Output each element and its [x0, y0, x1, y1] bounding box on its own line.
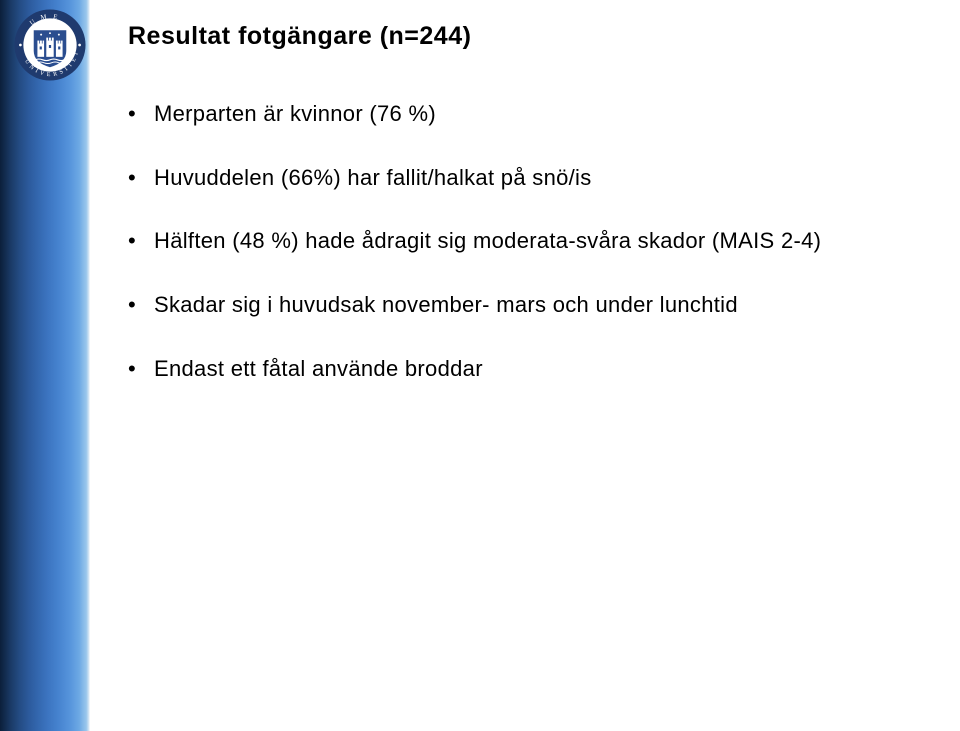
slide-title: Resultat fotgängare (n=244) [128, 22, 948, 51]
content-area: Resultat fotgängare (n=244) Merparten är… [128, 22, 948, 417]
bullet-item: Huvuddelen (66%) har fallit/halkat på sn… [128, 163, 948, 193]
bullet-item: Hälften (48 %) hade ådragit sig moderata… [128, 226, 948, 256]
bullet-item: Endast ett fåtal använde broddar [128, 354, 948, 384]
bullet-list: Merparten är kvinnor (76 %) Huvuddelen (… [128, 99, 948, 383]
slide: U M E U N I V E R S I T E T [0, 0, 960, 731]
bullet-item: Merparten är kvinnor (76 %) [128, 99, 948, 129]
sidebar-gradient [0, 0, 90, 731]
bullet-item: Skadar sig i huvudsak november- mars och… [128, 290, 948, 320]
university-logo: U M E U N I V E R S I T E T [13, 8, 87, 82]
